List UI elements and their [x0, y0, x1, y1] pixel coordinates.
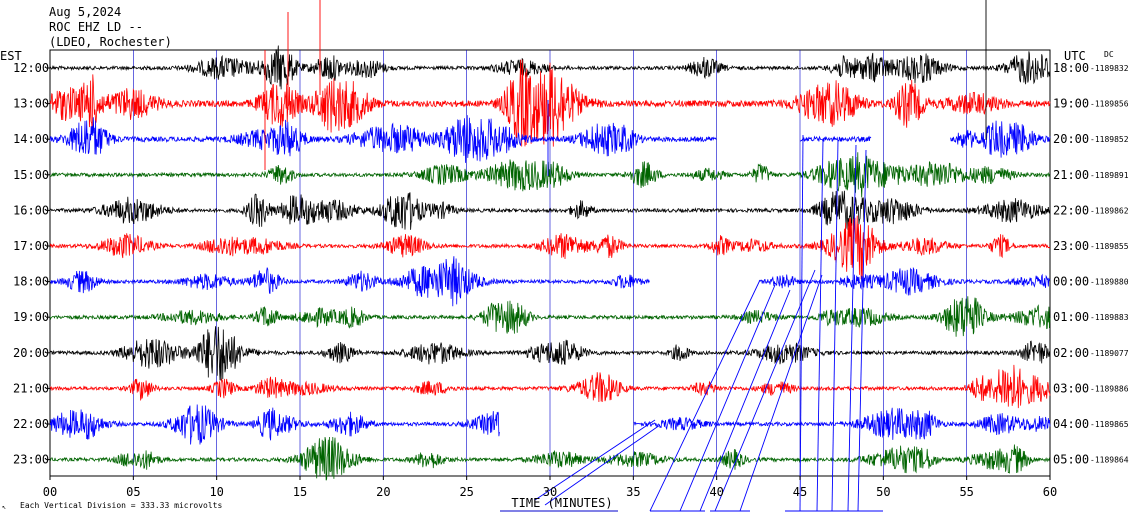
x-tick-label: 00 — [43, 485, 57, 499]
x-tick-label: 20 — [376, 485, 390, 499]
local-time-label: 12:00 — [13, 61, 49, 75]
utc-time-label: 05:00 — [1053, 453, 1089, 467]
trace-row — [49, 59, 1051, 147]
header-station: ROC EHZ LD -- — [49, 20, 143, 34]
utc-time-label: 18:00 — [1053, 61, 1089, 75]
left-time-labels: 12:00 13:00 14:00 15:00 16:00 17:00 18:00 19:00… — [13, 61, 50, 467]
local-time-label: 21:00 — [13, 381, 49, 395]
x-tick-label: 50 — [876, 485, 890, 499]
sweep-line — [831, 139, 839, 512]
utc-time-label: 22:00 — [1053, 203, 1089, 217]
x-tick-label: 60 — [1043, 485, 1057, 499]
utc-time-label: 03:00 — [1053, 381, 1089, 395]
header-date: Aug 5,2024 — [49, 5, 121, 19]
local-time-label: 17:00 — [13, 239, 49, 253]
header-network: (LDEO, Rochester) — [49, 35, 172, 49]
utc-time-label: 02:00 — [1053, 346, 1089, 360]
utc-time-label: 00:00 — [1053, 275, 1089, 289]
sweep-line — [699, 289, 791, 512]
x-tick-label: 30 — [543, 485, 557, 499]
trace-row — [49, 296, 1051, 337]
dc-offset-label: -1189077 — [1090, 349, 1129, 358]
right-timezone-label: UTC — [1064, 49, 1086, 63]
x-tick-label: 55 — [959, 485, 973, 499]
x-tick-label: 45 — [793, 485, 807, 499]
trace-row — [49, 326, 1051, 381]
sweep-line — [857, 149, 867, 512]
x-tick-label: 35 — [626, 485, 640, 499]
sweep-line — [816, 139, 824, 512]
local-time-label: 19:00 — [13, 310, 49, 324]
trace-row — [49, 215, 1051, 280]
dc-offset-label: -1189862 — [1090, 206, 1129, 215]
trace-row — [49, 256, 1051, 307]
corner-mark: ↖ — [2, 503, 6, 511]
sweep-line — [739, 274, 823, 512]
trace-row — [49, 404, 1051, 445]
dc-header-label: DC — [1104, 50, 1114, 59]
dc-offset-labels: -1189832 -1189856 -1189852 -1189891 -1189862… — [1090, 64, 1129, 465]
local-time-label: 15:00 — [13, 168, 49, 182]
local-time-label: 20:00 — [13, 346, 49, 360]
local-time-label: 14:00 — [13, 132, 49, 146]
utc-time-label: 19:00 — [1053, 97, 1089, 111]
x-tick-label: 40 — [709, 485, 723, 499]
local-time-label: 18:00 — [13, 275, 49, 289]
trace-row — [49, 115, 1051, 163]
local-time-label: 16:00 — [13, 203, 49, 217]
x-tick-label: 05 — [126, 485, 140, 499]
sweep-line — [544, 424, 661, 506]
sweep-line — [679, 284, 776, 512]
local-time-label: 22:00 — [13, 417, 49, 431]
trace-row — [49, 190, 1051, 230]
utc-time-label: 20:00 — [1053, 132, 1089, 146]
trace-row — [49, 436, 1051, 481]
x-axis-title: TIME (MINUTES) — [511, 496, 612, 510]
local-time-label: 13:00 — [13, 97, 49, 111]
trace-row — [49, 364, 1051, 409]
dc-offset-label: -1189865 — [1090, 420, 1129, 429]
dc-offset-label: -1189883 — [1090, 313, 1129, 322]
dc-offset-label: -1189880 — [1090, 278, 1129, 287]
left-timezone-label: EST — [0, 49, 22, 63]
utc-time-label: 04:00 — [1053, 417, 1089, 431]
utc-time-label: 23:00 — [1053, 239, 1089, 253]
utc-time-label: 21:00 — [1053, 168, 1089, 182]
sweep-line — [649, 279, 761, 512]
dc-offset-label: -1189856 — [1090, 100, 1129, 109]
sweep-line — [714, 269, 816, 512]
trace-row — [49, 152, 1051, 198]
dc-offset-label: -1189886 — [1090, 384, 1129, 393]
sweep-line — [799, 134, 804, 512]
dc-offset-label: -1189855 — [1090, 242, 1129, 251]
sweep-line — [847, 144, 857, 512]
sweep-line — [534, 419, 656, 501]
local-time-label: 23:00 — [13, 453, 49, 467]
x-tick-label: 10 — [209, 485, 223, 499]
glitch-lines — [264, 0, 987, 512]
dc-offset-label: -1189832 — [1090, 64, 1129, 73]
x-tick-label: 15 — [293, 485, 307, 499]
dc-offset-label: -1189864 — [1090, 456, 1129, 465]
dc-offset-label: -1189891 — [1090, 171, 1129, 180]
dc-offset-label: -1189852 — [1090, 135, 1129, 144]
trace-group — [49, 45, 1051, 481]
x-tick-label: 25 — [459, 485, 473, 499]
right-time-labels: 18:00 19:00 20:00 21:00 22:00 23:00 00:00 01:00… — [1053, 61, 1089, 467]
scale-note: Each Vertical Division = 333.33 microvol… — [20, 501, 222, 510]
utc-time-label: 01:00 — [1053, 310, 1089, 324]
x-tick-labels: 00 05 10 15 20 25 30 35 40 45 50 55 60 — [43, 476, 1057, 499]
